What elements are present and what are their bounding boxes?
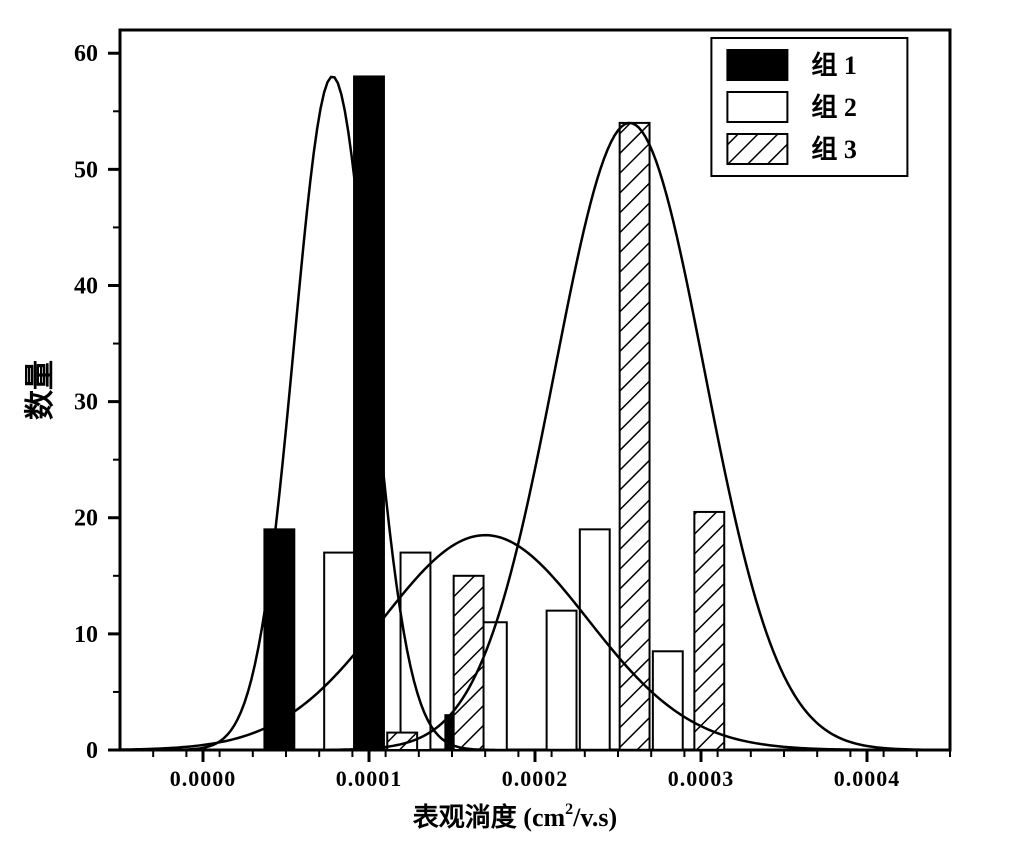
svg-text:10: 10 — [74, 622, 98, 648]
histogram-chart: 0 10 20 30 40 50 60 0.0000 0.0001 0.0002 0.0003 0.0… — [0, 0, 1028, 864]
svg-text:20: 20 — [74, 506, 98, 532]
chart-container: 0 10 20 30 40 50 60 0.0000 0.0001 0.0002 0.0003 0.0… — [0, 0, 1028, 864]
bars-group — [264, 76, 724, 750]
svg-text:数量: 数量 — [24, 360, 57, 420]
legend-label: 组 2 — [811, 92, 857, 122]
legend-swatch — [727, 50, 787, 80]
curve-2 — [120, 535, 950, 750]
svg-text:0.0004: 0.0004 — [834, 766, 901, 791]
svg-text:表观淌度 (cm2/v.s): 表观淌度 (cm2/v.s) — [413, 801, 617, 832]
svg-text:0: 0 — [86, 738, 98, 764]
legend-label: 组 3 — [811, 134, 857, 164]
curve-1 — [120, 77, 950, 750]
svg-text:60: 60 — [74, 41, 98, 67]
svg-text:40: 40 — [74, 273, 98, 299]
legend-swatch — [727, 92, 787, 122]
legend: 组 1 组 2 组 3 — [711, 38, 907, 176]
legend-swatch — [727, 134, 787, 164]
svg-text:0.0002: 0.0002 — [502, 766, 569, 791]
curves-group — [120, 77, 950, 750]
svg-text:50: 50 — [74, 157, 98, 183]
svg-text:0.0000: 0.0000 — [170, 766, 237, 791]
svg-text:30: 30 — [74, 390, 98, 416]
svg-text:0.0003: 0.0003 — [668, 766, 735, 791]
legend-label: 组 1 — [811, 50, 857, 80]
svg-text:0.0001: 0.0001 — [336, 766, 403, 791]
curve-3 — [120, 123, 950, 750]
